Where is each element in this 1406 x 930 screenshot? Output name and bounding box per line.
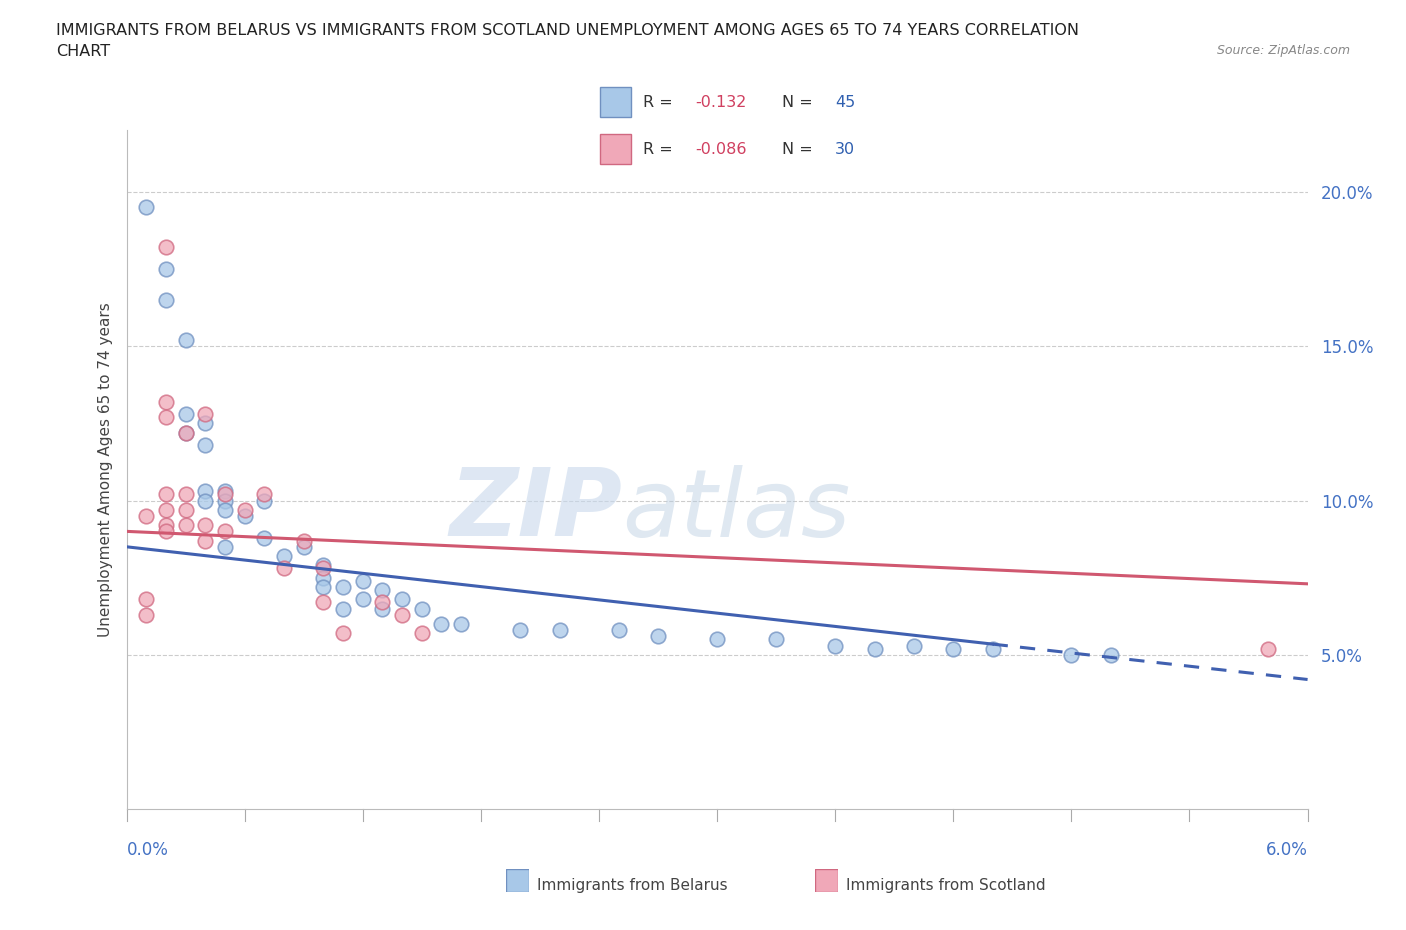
Text: 6.0%: 6.0% <box>1265 841 1308 858</box>
Point <box>233 502 256 517</box>
Point <box>174 518 197 533</box>
Point <box>706 632 728 647</box>
Text: -0.086: -0.086 <box>696 141 747 156</box>
Point <box>194 484 217 498</box>
Point <box>253 487 276 502</box>
Point <box>214 524 236 538</box>
Point <box>174 406 197 421</box>
Text: -0.132: -0.132 <box>696 95 747 110</box>
Point <box>1257 641 1279 656</box>
Bar <box>600 134 631 165</box>
Point <box>607 623 630 638</box>
Point <box>1099 647 1122 662</box>
Point <box>450 617 472 631</box>
Point <box>233 509 256 524</box>
Point <box>135 509 157 524</box>
Point <box>391 591 413 606</box>
Point <box>174 425 197 440</box>
Point <box>371 595 394 610</box>
Text: 30: 30 <box>835 141 855 156</box>
Text: atlas: atlas <box>623 465 851 556</box>
Text: Immigrants from Scotland: Immigrants from Scotland <box>846 878 1046 893</box>
Point <box>273 561 295 576</box>
Point <box>194 533 217 548</box>
Point <box>509 623 531 638</box>
Text: IMMIGRANTS FROM BELARUS VS IMMIGRANTS FROM SCOTLAND UNEMPLOYMENT AMONG AGES 65 T: IMMIGRANTS FROM BELARUS VS IMMIGRANTS FR… <box>56 23 1080 38</box>
Point <box>253 493 276 508</box>
Point <box>155 487 177 502</box>
Point <box>332 579 354 594</box>
Point <box>155 524 177 538</box>
Point <box>174 425 197 440</box>
Text: 0.0%: 0.0% <box>127 841 169 858</box>
Point <box>214 487 236 502</box>
Text: ZIP: ZIP <box>450 464 623 556</box>
Point <box>312 558 335 573</box>
Text: R =: R = <box>643 141 678 156</box>
Text: N =: N = <box>782 95 818 110</box>
Point <box>273 549 295 564</box>
Point <box>135 200 157 215</box>
Point <box>903 638 925 653</box>
Text: CHART: CHART <box>56 44 110 59</box>
Point <box>942 641 965 656</box>
Point <box>411 601 433 616</box>
Point <box>155 502 177 517</box>
Point <box>371 582 394 597</box>
Point <box>1060 647 1083 662</box>
Point <box>135 591 157 606</box>
Text: Immigrants from Belarus: Immigrants from Belarus <box>537 878 728 893</box>
Point <box>194 406 217 421</box>
Point <box>371 601 394 616</box>
Point <box>155 394 177 409</box>
Point <box>824 638 846 653</box>
Y-axis label: Unemployment Among Ages 65 to 74 years: Unemployment Among Ages 65 to 74 years <box>97 302 112 637</box>
Point <box>155 261 177 276</box>
Point <box>332 601 354 616</box>
Text: Source: ZipAtlas.com: Source: ZipAtlas.com <box>1216 44 1350 57</box>
Point <box>174 487 197 502</box>
Point <box>174 333 197 348</box>
Point <box>863 641 886 656</box>
Point <box>194 437 217 452</box>
Text: R =: R = <box>643 95 678 110</box>
Point <box>214 539 236 554</box>
Point <box>981 641 1004 656</box>
Point <box>411 626 433 641</box>
Point <box>174 502 197 517</box>
Point <box>391 607 413 622</box>
Point <box>155 292 177 307</box>
Point <box>135 607 157 622</box>
Point <box>253 530 276 545</box>
Point <box>214 493 236 508</box>
Point <box>312 595 335 610</box>
Point <box>352 591 374 606</box>
Point <box>214 484 236 498</box>
Point <box>312 561 335 576</box>
Point <box>312 579 335 594</box>
Point <box>194 416 217 431</box>
Point <box>155 410 177 425</box>
Point <box>155 518 177 533</box>
Point <box>332 626 354 641</box>
Point <box>292 539 315 554</box>
Point <box>548 623 571 638</box>
Bar <box>600 86 631 117</box>
Point <box>155 240 177 255</box>
Point <box>765 632 787 647</box>
Point <box>352 573 374 588</box>
Point <box>194 493 217 508</box>
Point <box>194 518 217 533</box>
Point <box>430 617 453 631</box>
Point <box>214 502 236 517</box>
Point <box>647 629 669 644</box>
Point <box>292 533 315 548</box>
Text: N =: N = <box>782 141 818 156</box>
Text: 45: 45 <box>835 95 855 110</box>
Point <box>312 570 335 585</box>
